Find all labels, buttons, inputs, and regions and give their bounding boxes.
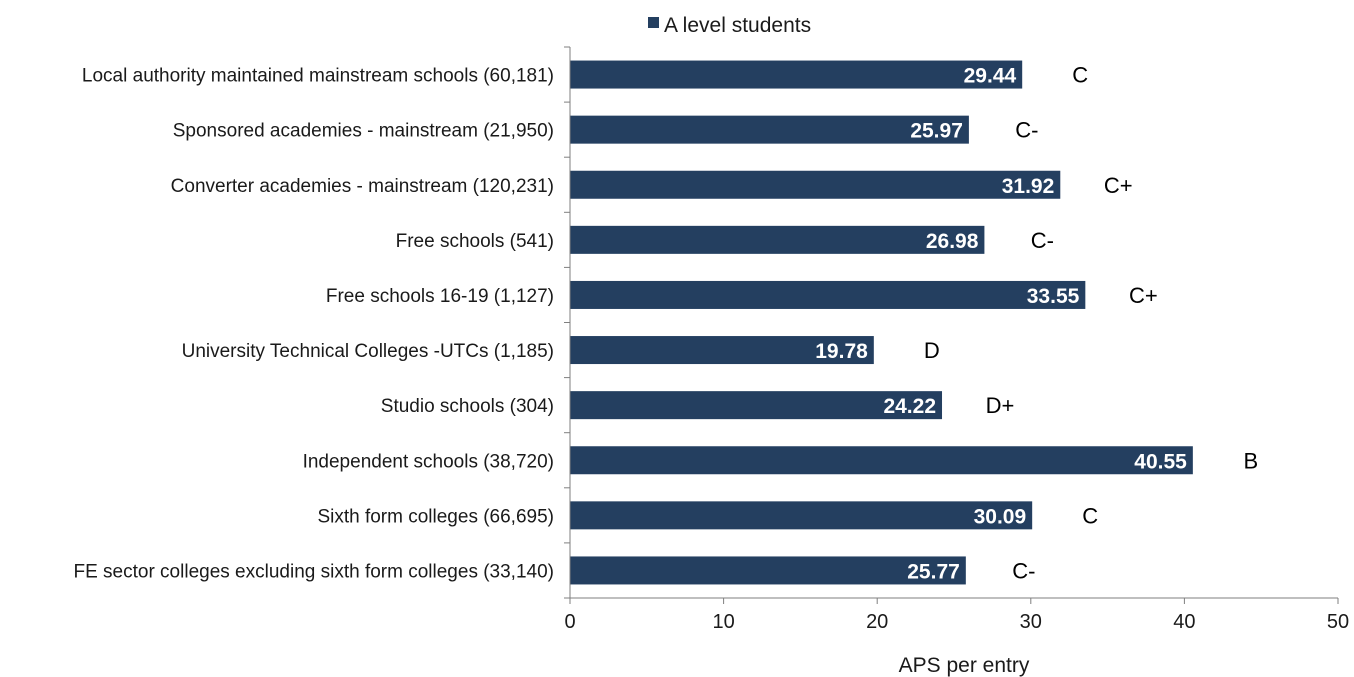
category-label: Sponsored academies - mainstream (21,950… [173,121,554,142]
bar [570,60,1023,89]
x-tick-label: 10 [712,611,734,633]
grade-label: C+ [1129,283,1158,308]
x-axis-title: APS per entry [899,654,1030,677]
x-tick-label: 50 [1327,611,1349,633]
grade-label: C [1082,503,1098,528]
category-label: Sixth form colleges (66,695) [317,506,554,527]
bar-value-label: 26.98 [926,230,979,253]
category-label: Free schools (541) [396,231,554,252]
bar [570,446,1193,475]
legend-swatch [648,17,659,28]
bar [570,170,1061,199]
category-label: Converter academies - mainstream (120,23… [171,176,554,197]
category-label: University Technical Colleges -UTCs (1,1… [182,341,554,362]
category-label: Free schools 16-19 (1,127) [326,286,554,307]
grade-label: B [1244,448,1259,473]
bar-value-label: 29.44 [964,65,1017,88]
x-tick-label: 0 [564,611,575,633]
category-label: FE sector colleges excluding sixth form … [73,561,554,582]
grade-label: C [1072,63,1088,88]
bar [570,391,943,420]
bar-value-label: 40.55 [1134,450,1187,473]
bar [570,501,1033,530]
legend: A level students [648,14,811,37]
category-label: Independent schools (38,720) [303,451,554,472]
grade-label: D+ [986,393,1015,418]
bar-value-label: 31.92 [1002,175,1055,198]
bar-value-label: 30.09 [974,505,1027,528]
grade-label: C- [1012,558,1035,583]
bar-value-label: 19.78 [815,340,868,363]
bar [570,556,966,585]
bar [570,336,874,365]
grade-label: C+ [1104,173,1133,198]
bars-group: Local authority maintained mainstream sc… [73,60,1259,585]
bar-value-label: 24.22 [883,395,936,418]
bar-value-label: 25.97 [910,120,963,143]
category-label: Studio schools (304) [381,396,554,417]
x-tick-label: 30 [1020,611,1042,633]
x-tick-label: 20 [866,611,888,633]
grade-label: D [924,338,940,363]
bar [570,280,1086,309]
bar [570,225,985,254]
axes-group: 0 10 20 30 40 50 [564,46,1349,633]
category-label: Local authority maintained mainstream sc… [82,66,554,87]
x-tick-label: 40 [1173,611,1195,633]
bar [570,115,969,144]
bar-value-label: 25.77 [907,560,960,583]
grade-label: C- [1031,228,1054,253]
bar-value-label: 33.55 [1027,285,1080,308]
grade-label: C- [1015,118,1038,143]
legend-label: A level students [664,14,811,37]
